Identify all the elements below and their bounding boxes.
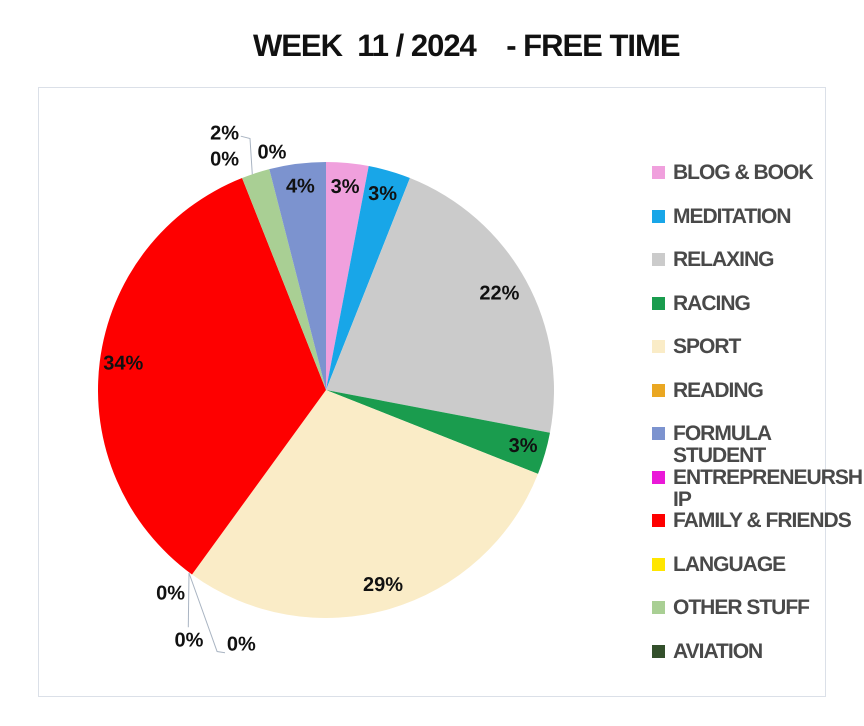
svg-text:3%: 3% [331, 176, 360, 198]
svg-text:0%: 0% [227, 634, 256, 656]
svg-text:29%: 29% [363, 574, 403, 596]
svg-text:0%: 0% [175, 630, 204, 652]
svg-text:22%: 22% [479, 283, 519, 305]
svg-text:3%: 3% [509, 435, 538, 457]
svg-text:3%: 3% [368, 183, 397, 205]
svg-text:34%: 34% [103, 352, 143, 374]
svg-text:2%: 2% [210, 123, 239, 145]
svg-text:0%: 0% [210, 149, 239, 171]
svg-text:4%: 4% [286, 176, 315, 198]
svg-text:0%: 0% [258, 142, 287, 164]
svg-text:0%: 0% [156, 583, 185, 605]
